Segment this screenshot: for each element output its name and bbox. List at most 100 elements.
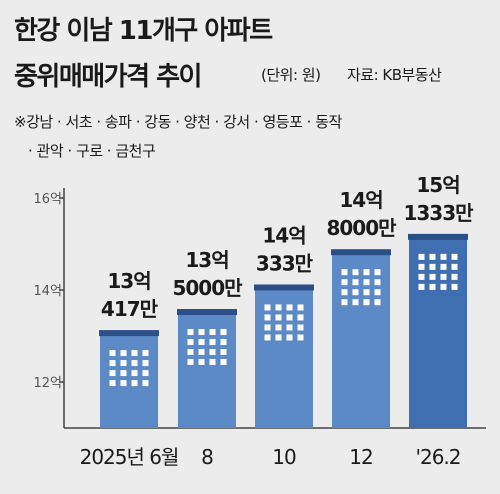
- y-tick-label: 16억: [33, 192, 62, 207]
- bar-window: [363, 289, 370, 296]
- bar-window: [220, 359, 227, 365]
- bar-window: [341, 299, 348, 306]
- bar-window: [264, 314, 271, 321]
- bar-window: [264, 324, 271, 331]
- bar-cap: [254, 284, 314, 291]
- bar-value-label: 14억: [339, 188, 382, 212]
- bar-window: [198, 329, 205, 335]
- bar-window: [352, 299, 359, 306]
- bar-window: [198, 349, 205, 355]
- bar-window: [120, 360, 127, 367]
- chart-title-line1: 한강 이남 11개구 아파트: [14, 16, 273, 46]
- bar-window: [341, 269, 348, 276]
- bar-window: [209, 339, 216, 345]
- bar-value-label: 8000만: [326, 216, 397, 240]
- bar-window: [286, 304, 293, 311]
- bar-window: [297, 324, 304, 331]
- bar-window: [451, 273, 458, 280]
- bar-window: [275, 314, 282, 321]
- bar-window: [374, 299, 381, 306]
- bar-window: [429, 263, 436, 270]
- x-category-label: 10: [272, 445, 296, 469]
- bar-window: [451, 263, 458, 270]
- bar-window: [440, 283, 447, 290]
- bar-window: [418, 283, 425, 290]
- bar-window: [109, 380, 116, 387]
- bar-window: [341, 289, 348, 296]
- bar-window: [374, 279, 381, 286]
- bar-value-label: 333만: [256, 251, 314, 275]
- bar-window: [363, 269, 370, 276]
- bar-window: [120, 380, 127, 387]
- bar-window: [374, 289, 381, 296]
- bar: [100, 334, 158, 428]
- bar-window: [131, 380, 138, 387]
- bar-window: [297, 304, 304, 311]
- bar-value-label: 1333만: [403, 201, 474, 225]
- bar-cap: [331, 249, 391, 256]
- bar-window: [374, 269, 381, 276]
- bar-window: [275, 334, 282, 341]
- bar-window: [286, 334, 293, 341]
- bar-window: [429, 253, 436, 260]
- source-label: 자료: KB부동산: [347, 66, 442, 84]
- bar-window: [418, 253, 425, 260]
- bar-window: [286, 324, 293, 331]
- bar-window: [220, 339, 227, 345]
- y-tick-label: 14억: [33, 284, 62, 299]
- bar-window: [341, 279, 348, 286]
- bar-window: [286, 314, 293, 321]
- bar-window: [131, 370, 138, 377]
- bar: [178, 313, 236, 428]
- bar-window: [131, 360, 138, 367]
- bar-value-label: 14억: [262, 223, 305, 247]
- bar-window: [220, 349, 227, 355]
- bar-window: [209, 349, 216, 355]
- bar-window: [187, 349, 194, 355]
- bar-window: [187, 329, 194, 335]
- bar-window: [264, 304, 271, 311]
- bar-window: [451, 253, 458, 260]
- bar-window: [198, 339, 205, 345]
- x-category-label: 12: [349, 445, 372, 469]
- bar-value-label: 5000만: [172, 276, 243, 300]
- bar: [409, 237, 467, 428]
- bar-window: [418, 273, 425, 280]
- bar-window: [352, 269, 359, 276]
- bar-window: [275, 304, 282, 311]
- x-category-label: 8: [201, 445, 213, 469]
- bar-cap: [99, 330, 159, 337]
- bar-window: [131, 350, 138, 357]
- bar-value-label: 13억: [107, 269, 150, 293]
- x-category-label: '26.2: [415, 445, 460, 469]
- x-category-label: 2025년 6월: [80, 445, 179, 469]
- chart-title-line2: 중위매매가격 추이: [14, 62, 202, 92]
- bar-window: [275, 324, 282, 331]
- bar-window: [297, 334, 304, 341]
- bar-window: [109, 360, 116, 367]
- bar-window: [209, 329, 216, 335]
- bar-window: [451, 283, 458, 290]
- bar-value-label: 13억: [185, 248, 228, 272]
- bar-cap: [408, 233, 468, 240]
- bar-window: [418, 263, 425, 270]
- bar-window: [198, 359, 205, 365]
- bar-window: [440, 263, 447, 270]
- district-note-line1: ※강남 · 서초 · 송파 · 강동 · 양천 · 강서 · 영등포 · 동작: [14, 113, 342, 131]
- bar-window: [220, 329, 227, 335]
- bar-window: [429, 283, 436, 290]
- bar-cap: [177, 309, 237, 315]
- bar-value-label: 417만: [101, 297, 159, 321]
- bar-window: [264, 334, 271, 341]
- bar-window: [429, 273, 436, 280]
- bar-window: [187, 359, 194, 365]
- unit-label: (단위: 원): [261, 66, 321, 84]
- bar-window: [142, 380, 149, 387]
- bar-window: [352, 279, 359, 286]
- district-note-line2: · 관악 · 구로 · 금천구: [28, 142, 156, 160]
- bar-window: [297, 314, 304, 321]
- bar: [332, 253, 390, 428]
- bar-window: [352, 289, 359, 296]
- bar-window: [187, 339, 194, 345]
